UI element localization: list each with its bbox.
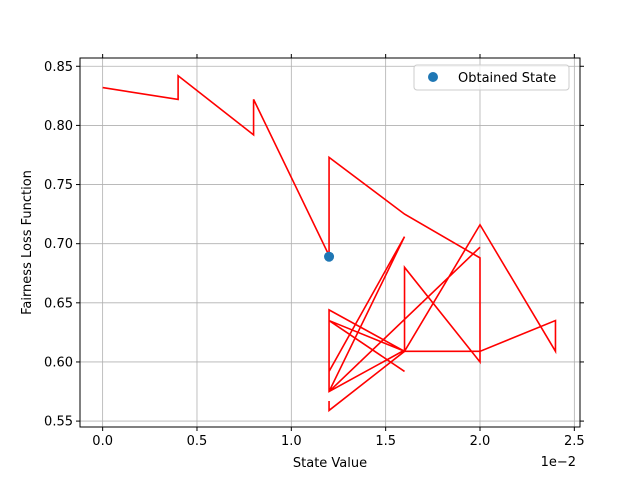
legend: Obtained State <box>413 64 570 91</box>
x-axis-offset-label: 1e−2 <box>541 455 576 470</box>
y-axis-ticks: 0.55 0.60 0.65 0.70 0.75 0.80 0.85 <box>44 60 584 430</box>
x-tick-label: 0.5 <box>187 434 208 449</box>
x-tick-label: 0.0 <box>92 434 113 449</box>
x-tick-label: 2.0 <box>470 434 491 449</box>
obtained-state-point <box>324 251 335 262</box>
legend-box <box>413 64 570 91</box>
plot-frame <box>79 57 581 428</box>
y-tick-label: 0.75 <box>44 178 73 193</box>
y-tick-label: 0.65 <box>44 296 73 311</box>
x-tick-label: 1.5 <box>375 434 396 449</box>
y-tick-label: 0.85 <box>44 60 73 75</box>
y-tick-label: 0.60 <box>44 355 73 370</box>
y-axis-label: Fairness Loss Function <box>20 170 35 315</box>
y-tick-label: 0.80 <box>44 119 73 134</box>
legend-marker <box>428 72 438 82</box>
x-axis-ticks: 0.0 0.5 1.0 1.5 2.0 2.5 <box>92 54 585 449</box>
y-tick-label: 0.70 <box>44 237 73 252</box>
data-points <box>324 251 335 262</box>
x-tick-label: 2.5 <box>564 434 585 449</box>
legend-entry-obtained-state: Obtained State <box>458 71 556 86</box>
grid <box>80 58 580 427</box>
y-tick-label: 0.55 <box>44 415 73 430</box>
x-tick-label: 1.0 <box>281 434 302 449</box>
x-axis-label: State Value <box>293 456 367 471</box>
